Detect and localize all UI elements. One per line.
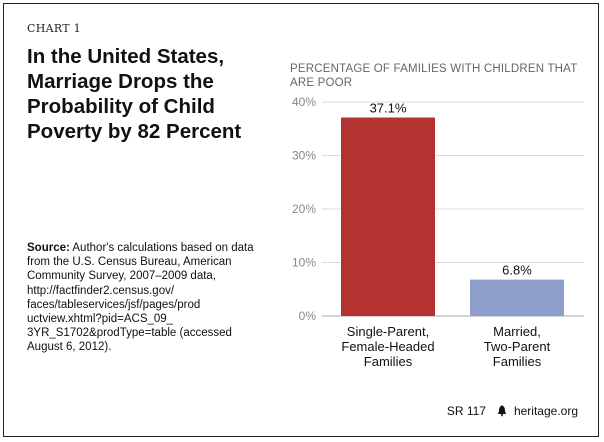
bar-value-label: 37.1% bbox=[370, 101, 407, 116]
y-tick-label: 30% bbox=[292, 149, 316, 163]
x-category-label: Families bbox=[493, 354, 542, 369]
x-category-label: Female-Headed bbox=[341, 339, 434, 354]
bar bbox=[341, 117, 435, 316]
bar-value-label: 6.8% bbox=[502, 263, 532, 278]
liberty-bell-icon bbox=[496, 405, 508, 417]
y-tick-label: 0% bbox=[299, 309, 317, 323]
y-tick-label: 40% bbox=[292, 95, 316, 109]
y-tick-label: 20% bbox=[292, 202, 316, 216]
chart-title: PERCENTAGE OF FAMILIES WITH CHILDREN THA… bbox=[290, 63, 578, 89]
x-category-label: Married, bbox=[493, 324, 541, 339]
chart-number-label: CHART 1 bbox=[27, 22, 81, 35]
bar bbox=[470, 279, 564, 316]
x-category-label: Single-Parent, bbox=[347, 324, 429, 339]
site-name: heritage.org bbox=[513, 404, 578, 418]
bar-chart: 0% 10% 20% 30% 40% 37.1% Single-Parent,Female-… bbox=[292, 95, 584, 369]
source-note: Source: Author's calculations based on d… bbox=[27, 241, 257, 355]
y-tick-label: 10% bbox=[292, 256, 316, 270]
chart-headline: In the United States, Marriage Drops the… bbox=[27, 45, 242, 143]
source-label: Source: bbox=[27, 242, 70, 254]
report-number: SR 117 bbox=[446, 404, 486, 418]
x-category-label: Two-Parent bbox=[484, 339, 551, 354]
chart-frame: CHART 1 In the United States, Marriage D… bbox=[3, 3, 599, 437]
x-category-label: Families bbox=[364, 354, 413, 369]
source-text: Author's calculations based on data from… bbox=[27, 242, 254, 354]
footer: SR 117 heritage.org bbox=[447, 404, 578, 418]
